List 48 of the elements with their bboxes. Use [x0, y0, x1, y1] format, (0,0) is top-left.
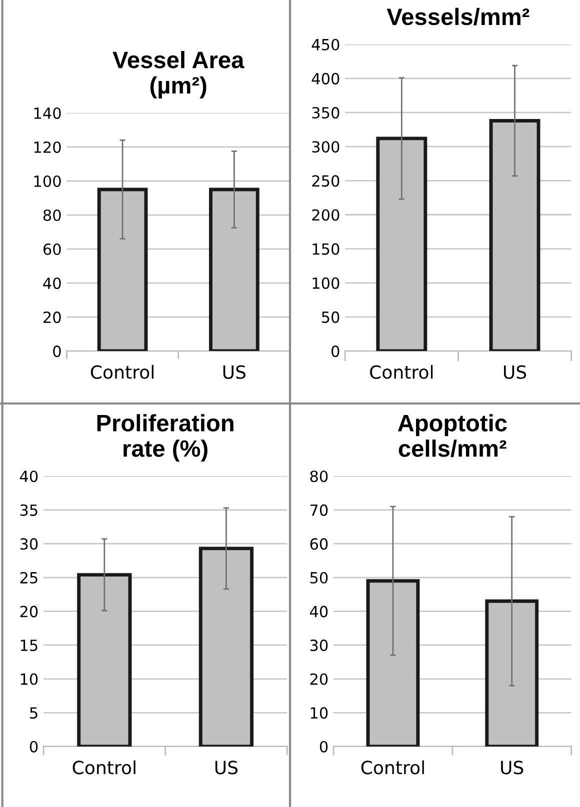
y-tick-label: 35	[20, 504, 38, 516]
y-tick-label: 25	[20, 572, 38, 584]
y-tick-label: 40	[20, 470, 38, 482]
x-tick-label: Control	[361, 760, 424, 774]
x-tick-label: US	[501, 760, 524, 774]
y-tick-label: 150	[312, 243, 340, 255]
y-tick-label: 10	[20, 673, 38, 685]
y-tick-label: 350	[312, 106, 340, 119]
y-tick-label: 15	[20, 640, 38, 652]
y-tick-label: 0	[30, 740, 38, 752]
y-tick-label: 250	[312, 175, 340, 187]
y-tick-label: 70	[310, 504, 328, 516]
y-tick-label: 80	[310, 470, 328, 482]
y-tick-label: 100	[34, 175, 61, 188]
chart-title: Vessel Area (µm²)	[112, 50, 244, 98]
x-tick-label: Control	[370, 364, 433, 379]
x-tick-label: Control	[90, 364, 154, 379]
y-tick-label: 100	[312, 277, 340, 289]
chart-title: Vessels/mm²	[386, 8, 530, 26]
y-tick-label: 450	[312, 38, 340, 50]
y-tick-label: 200	[312, 209, 340, 221]
y-tick-label: 140	[34, 107, 61, 119]
y-tick-label: 120	[34, 141, 61, 154]
y-tick-label: 0	[53, 346, 61, 358]
y-tick-label: 20	[20, 606, 38, 618]
y-tick-label: 50	[310, 572, 328, 584]
y-tick-label: 300	[312, 141, 340, 153]
y-tick-label: 30	[20, 538, 38, 550]
y-tick-label: 40	[43, 277, 61, 290]
y-tick-label: 40	[310, 606, 328, 618]
y-tick-label: 20	[310, 673, 328, 685]
y-tick-label: 0	[332, 346, 340, 358]
y-tick-label: 60	[310, 538, 328, 550]
y-tick-label: 20	[44, 312, 61, 324]
x-tick-label: US	[223, 365, 246, 379]
y-tick-label: 400	[312, 72, 340, 84]
x-tick-label: US	[504, 365, 526, 379]
y-tick-label: 50	[322, 311, 340, 323]
y-tick-label: 80	[43, 209, 61, 222]
x-tick-label: Control	[72, 760, 136, 774]
y-tick-label: 0	[320, 740, 328, 752]
chart-title: Proliferation rate (%)	[97, 414, 234, 462]
x-tick-label: US	[215, 760, 238, 774]
chart-title: Apoptotic cells/mm²	[398, 414, 507, 458]
y-tick-label: 5	[30, 707, 38, 719]
y-tick-label: 30	[310, 640, 328, 652]
y-tick-label: 10	[310, 707, 328, 719]
y-tick-label: 60	[43, 243, 61, 256]
